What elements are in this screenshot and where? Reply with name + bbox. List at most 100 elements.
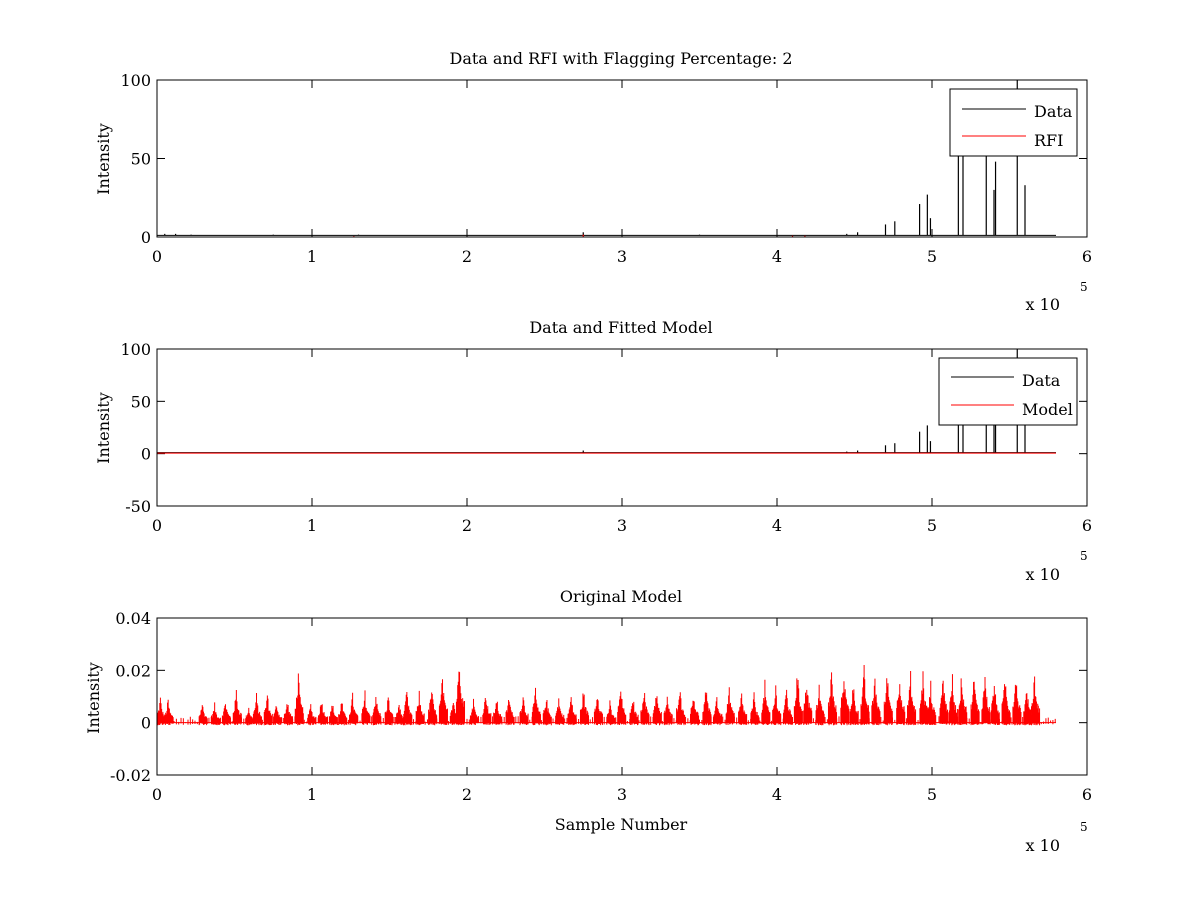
y-axis-label: Intensity [94, 123, 113, 195]
data-burst [640, 692, 650, 726]
x-tick-label: 5 [927, 247, 937, 266]
y-tick-label: 0.02 [115, 661, 151, 680]
data-burst [428, 692, 438, 726]
x-tick-label: 4 [772, 247, 782, 266]
y-tick-label: 0.04 [115, 609, 151, 628]
data-noise-floor [159, 716, 1056, 725]
y-tick-label: 50 [131, 150, 151, 169]
panel-data-rfi: Data and RFI with Flagging Percentage: 2… [94, 49, 1092, 314]
data-burst [1012, 684, 1022, 726]
data-burst [860, 664, 870, 726]
y-tick-label: -0.02 [110, 766, 151, 785]
data-burst [676, 692, 686, 726]
data-burst [907, 671, 917, 726]
y-tick-label: 0 [141, 228, 151, 247]
data-burst [815, 684, 825, 726]
y-axis-label: Intensity [84, 662, 103, 734]
x-tick-label: 3 [617, 516, 627, 535]
x-tick-label: 1 [307, 785, 317, 804]
data-burst [725, 687, 735, 725]
data-burst [896, 684, 906, 726]
x-axis-multiplier: x 10 [1026, 836, 1060, 855]
legend: Data Model [938, 357, 1078, 426]
data-burst [415, 690, 425, 726]
legend: Data RFI [949, 88, 1078, 157]
data-burst [579, 693, 590, 725]
data-burst [793, 678, 803, 725]
x-tick-label: 2 [462, 785, 472, 804]
data-burst [970, 681, 980, 726]
x-tick-label: 0 [152, 785, 162, 804]
panel-title: Data and RFI with Flagging Percentage: 2 [449, 49, 792, 68]
y-tick-label: 100 [120, 71, 151, 90]
data-burst [349, 692, 359, 726]
x-tick-label: 0 [152, 247, 162, 266]
data-burst [372, 696, 382, 726]
legend-box [949, 88, 1078, 157]
data-burst [840, 681, 850, 726]
axes-frame [156, 348, 1088, 507]
x-tick-label: 5 [927, 516, 937, 535]
data-burst [783, 689, 793, 725]
x-tick-label: 3 [617, 785, 627, 804]
series-model-trace [156, 664, 1056, 726]
data-burst [761, 679, 771, 726]
panel-fitted-model: Data and Fitted Model Intensity 0 1 2 3 4 5 6 -… [94, 318, 1092, 584]
y-axis-label: Intensity [94, 392, 113, 464]
data-burst [593, 699, 603, 726]
x-tick-label: 1 [307, 247, 317, 266]
y-tick-label: 100 [120, 340, 151, 359]
x-tick-label: 2 [462, 516, 472, 535]
panel-title: Original Model [560, 587, 682, 606]
data-burst [1031, 676, 1041, 726]
data-burst [958, 678, 968, 725]
data-burst [939, 680, 949, 725]
x-axis-exponent: 5 [1080, 280, 1088, 294]
y-tick-label: -50 [125, 497, 151, 516]
legend-box [938, 357, 1078, 426]
data-burst [883, 678, 893, 726]
data-burst [455, 671, 466, 726]
panel-original-model: Original Model Intensity 0 1 2 3 4 5 6-0.0200.… [84, 587, 1092, 855]
data-burst [702, 692, 712, 726]
x-tick-label: 4 [772, 516, 782, 535]
x-tick-label: 5 [927, 785, 937, 804]
x-tick-label: 1 [307, 516, 317, 535]
data-burst [606, 700, 616, 726]
axes-frame [156, 617, 1088, 776]
y-tick-label: 0 [141, 714, 151, 733]
data-burst [827, 672, 838, 726]
x-tick-label: 6 [1082, 516, 1092, 535]
legend-label-data: Data [1034, 102, 1073, 121]
x-tick-label: 6 [1082, 785, 1092, 804]
y-tick-label: 50 [131, 392, 151, 411]
x-tick-label: 4 [772, 785, 782, 804]
x-axis-multiplier: x 10 [1026, 295, 1060, 314]
x-tick-label: 2 [462, 247, 472, 266]
data-burst [690, 700, 700, 726]
legend-label-data: Data [1022, 371, 1061, 390]
data-burst [981, 676, 991, 725]
x-axis-label: Sample Number [555, 815, 688, 834]
y-tick-label: 0 [141, 445, 151, 464]
data-burst [927, 680, 937, 725]
x-tick-label: 6 [1082, 247, 1092, 266]
x-axis-exponent: 5 [1080, 820, 1088, 834]
series-data [157, 80, 1056, 236]
axes-frame [156, 79, 1088, 238]
panel-title: Data and Fitted Model [529, 318, 712, 337]
data-burst [871, 678, 881, 726]
data-burst [1001, 684, 1011, 726]
x-axis-exponent: 5 [1080, 549, 1088, 563]
data-burst [438, 679, 448, 725]
data-burst [294, 673, 304, 726]
data-burst [849, 689, 859, 726]
legend-label-model: Model [1022, 400, 1073, 419]
data-burst [232, 689, 242, 725]
legend-label-rfi: RFI [1034, 131, 1063, 150]
x-tick-label: 3 [617, 247, 627, 266]
data-burst [750, 692, 760, 725]
x-tick-label: 0 [152, 516, 162, 535]
